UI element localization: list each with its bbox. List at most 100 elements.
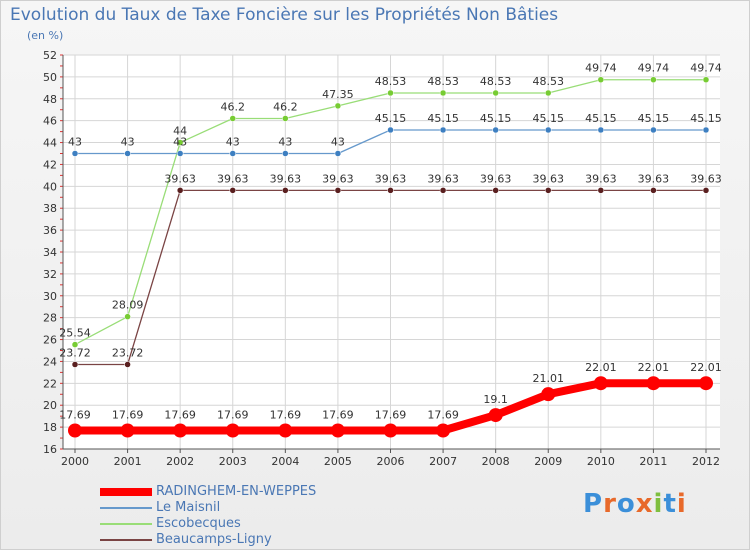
data-label: 22.01: [638, 361, 670, 374]
data-point: [439, 126, 447, 134]
data-label: 17.69: [322, 409, 354, 422]
y-tick-label: 16: [43, 443, 57, 456]
data-label: 39.63: [638, 172, 670, 185]
data-label: 43: [68, 136, 82, 149]
y-tick-label: 20: [43, 399, 57, 412]
data-label: 22.01: [690, 361, 722, 374]
data-label: 45.15: [638, 112, 670, 125]
proxiti-logo: Proxiti: [583, 489, 687, 519]
data-point: [383, 423, 398, 438]
data-label: 22.01: [585, 361, 617, 374]
y-tick-label: 32: [43, 268, 57, 281]
data-point: [597, 76, 605, 83]
data-label: 17.69: [112, 409, 144, 422]
data-label: 39.63: [690, 172, 722, 185]
data-point: [71, 150, 79, 157]
data-label: 23.72: [112, 347, 144, 360]
data-label: 45.15: [427, 112, 459, 125]
y-tick-label: 22: [43, 377, 57, 390]
data-label: 17.69: [217, 409, 249, 422]
data-label: 45.15: [533, 112, 565, 125]
data-point: [124, 313, 131, 320]
logo-letter: i: [676, 489, 687, 519]
legend-swatch: [100, 523, 152, 525]
data-label: 45.15: [690, 112, 722, 125]
x-tick-label: 2009: [534, 455, 562, 468]
data-point: [597, 187, 605, 194]
y-tick-label: 48: [43, 93, 57, 106]
data-point: [646, 376, 661, 391]
data-point: [650, 126, 657, 134]
data-point: [71, 341, 79, 348]
y-tick-label: 52: [43, 49, 57, 62]
legend-label: Escobecques: [156, 516, 241, 531]
data-label: 39.63: [217, 172, 249, 185]
data-label: 17.69: [164, 409, 196, 422]
logo-letter: o: [616, 489, 636, 519]
y-unit-label: (en %): [27, 29, 64, 42]
data-point: [702, 76, 710, 83]
y-tick-label: 18: [43, 421, 57, 434]
data-label: 43: [331, 136, 345, 149]
data-point: [330, 423, 345, 438]
data-point: [334, 102, 342, 110]
data-label: 49.74: [585, 62, 617, 75]
x-tick-label: 2004: [271, 455, 299, 468]
data-point: [120, 423, 135, 438]
data-point: [124, 150, 131, 157]
data-point: [702, 187, 710, 194]
data-point: [492, 126, 499, 134]
data-point: [492, 187, 499, 194]
data-label: 28.09: [112, 299, 144, 312]
data-label: 19.1: [483, 393, 508, 406]
data-label: 43: [226, 136, 240, 149]
data-point: [488, 408, 503, 423]
data-point: [176, 187, 184, 194]
data-point: [282, 150, 289, 157]
data-point: [545, 187, 552, 194]
data-label: 48.53: [480, 75, 512, 88]
x-tick-label: 2012: [692, 455, 720, 468]
data-label: 17.69: [270, 409, 302, 422]
data-label: 46.2: [221, 100, 246, 113]
data-label: 49.74: [638, 62, 670, 75]
data-point: [71, 361, 79, 368]
data-label: 39.63: [164, 172, 196, 185]
data-point: [650, 76, 657, 83]
data-label: 49.74: [690, 62, 722, 75]
x-tick-label: 2006: [377, 455, 405, 468]
y-tick-label: 24: [43, 355, 57, 368]
y-tick-label: 42: [43, 158, 57, 171]
x-tick-label: 2003: [219, 455, 247, 468]
data-label: 17.69: [375, 409, 407, 422]
data-point: [282, 115, 289, 122]
data-point: [278, 423, 293, 438]
x-tick-label: 2001: [114, 455, 142, 468]
x-tick-label: 2002: [166, 455, 194, 468]
data-label: 48.53: [533, 75, 565, 88]
logo-letter: x: [635, 489, 654, 519]
data-point: [702, 126, 710, 134]
y-tick-label: 28: [43, 312, 57, 325]
data-point: [387, 126, 394, 134]
data-point: [282, 187, 289, 194]
data-label: 39.63: [322, 172, 354, 185]
data-label: 23.72: [59, 347, 91, 360]
y-tick-label: 30: [43, 290, 57, 303]
legend-swatch: [100, 539, 152, 541]
logo-letter: i: [653, 489, 664, 519]
data-point: [545, 126, 552, 134]
data-point: [387, 187, 394, 194]
data-label: 48.53: [375, 75, 407, 88]
data-point: [68, 423, 82, 438]
data-point: [545, 89, 552, 97]
data-label: 39.63: [533, 172, 565, 185]
data-point: [650, 187, 657, 194]
data-point: [229, 115, 236, 122]
data-label: 47.35: [322, 88, 354, 101]
data-point: [439, 187, 447, 194]
data-label: 39.63: [427, 172, 459, 185]
y-tick-label: 44: [43, 137, 57, 150]
y-tick-label: 46: [43, 115, 57, 128]
data-point: [334, 150, 342, 157]
